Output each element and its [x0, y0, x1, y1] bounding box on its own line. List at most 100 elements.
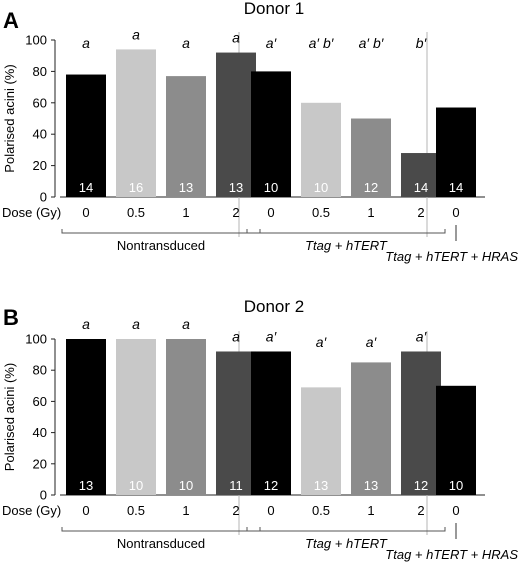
bar [66, 74, 106, 197]
dose-tick-label: 0 [452, 503, 459, 518]
significance-label: a [132, 26, 140, 42]
bar [351, 362, 391, 495]
bar [216, 52, 256, 198]
bar [251, 71, 291, 197]
significance-label: a′ [366, 334, 378, 350]
significance-label: a [232, 30, 240, 46]
group-label: Nontransduced [117, 536, 205, 551]
dose-tick-label: 0.5 [127, 205, 145, 220]
significance-label: a [232, 328, 240, 344]
dose-tick-label: 1 [182, 205, 189, 220]
group-label: Ttag + hTERT [305, 536, 388, 551]
group-bracket [246, 527, 446, 532]
bar-n-label: 10 [129, 478, 143, 493]
bar-n-label: 10 [264, 180, 278, 195]
dose-tick-label: 0 [452, 205, 459, 220]
panel-letter: B [3, 305, 19, 330]
dose-tick-label: 1 [182, 503, 189, 518]
y-tick-label: 80 [33, 64, 47, 79]
significance-label: a′ [416, 328, 428, 344]
dose-tick-label: 0 [267, 503, 274, 518]
bar-n-label: 12 [414, 478, 428, 493]
group-label: Nontransduced [117, 238, 205, 253]
bar [436, 385, 476, 495]
dose-tick-label: 1 [367, 205, 374, 220]
y-tick-label: 100 [25, 332, 47, 347]
chart-title: Donor 1 [244, 0, 304, 18]
significance-label: a [82, 35, 90, 51]
significance-label: a′ [316, 334, 328, 350]
bar [66, 339, 106, 495]
y-axis-label: Polarised acini (%) [2, 64, 17, 172]
significance-label: b′ [416, 35, 428, 51]
y-tick-label: 0 [40, 488, 47, 503]
bar [401, 351, 441, 495]
bar [251, 351, 291, 495]
y-tick-label: 80 [33, 363, 47, 378]
significance-label: a [182, 316, 190, 332]
dose-tick-label: 0.5 [312, 503, 330, 518]
significance-label: a [182, 35, 190, 51]
bar [301, 387, 341, 495]
bar [116, 49, 156, 197]
x-axis-label: Dose (Gy) [2, 205, 61, 220]
x-axis-label: Dose (Gy) [2, 503, 61, 518]
dose-tick-label: 2 [417, 205, 424, 220]
dose-tick-label: 0 [267, 205, 274, 220]
dose-tick-label: 0 [82, 205, 89, 220]
y-tick-label: 40 [33, 127, 47, 142]
significance-label: a′ b′ [309, 35, 335, 51]
y-tick-label: 0 [40, 190, 47, 205]
dose-tick-label: 1 [367, 503, 374, 518]
group-bracket [246, 229, 446, 234]
significance-label: a [82, 316, 90, 332]
significance-label: a′ [266, 328, 278, 344]
bar-n-label: 13 [79, 478, 93, 493]
bar-n-label: 13 [229, 180, 243, 195]
bar [166, 339, 206, 495]
bar-n-label: 10 [449, 478, 463, 493]
bar-n-label: 10 [314, 180, 328, 195]
bar [401, 153, 441, 197]
y-tick-label: 20 [33, 456, 47, 471]
bar [216, 351, 256, 495]
dose-tick-label: 2 [232, 503, 239, 518]
chart-title: Donor 2 [244, 297, 304, 316]
bar [166, 76, 206, 197]
bar-n-label: 12 [264, 478, 278, 493]
significance-label: a′ b′ [359, 35, 385, 51]
dose-tick-label: 2 [232, 205, 239, 220]
group-label: Ttag + hTERT + HRAS [385, 547, 518, 562]
bar [301, 102, 341, 197]
y-tick-label: 40 [33, 425, 47, 440]
y-tick-label: 100 [25, 33, 47, 48]
bar-n-label: 13 [314, 478, 328, 493]
bar [351, 118, 391, 197]
group-label: Ttag + hTERT [305, 238, 388, 253]
bar-n-label: 14 [79, 180, 93, 195]
panel-letter: A [3, 8, 19, 33]
bar-n-label: 14 [414, 180, 428, 195]
bar-n-label: 14 [449, 180, 463, 195]
bar-n-label: 16 [129, 180, 143, 195]
dose-tick-label: 0.5 [127, 503, 145, 518]
y-tick-label: 60 [33, 95, 47, 110]
bar-n-label: 12 [364, 180, 378, 195]
bar-n-label: 13 [364, 478, 378, 493]
group-label: Ttag + hTERT + HRAS [385, 249, 518, 264]
y-tick-label: 20 [33, 158, 47, 173]
bar-n-label: 11 [229, 478, 243, 493]
dose-tick-label: 0.5 [312, 205, 330, 220]
bar [116, 339, 156, 495]
y-tick-label: 60 [33, 394, 47, 409]
dose-tick-label: 0 [82, 503, 89, 518]
dose-tick-label: 2 [417, 503, 424, 518]
bar-n-label: 13 [179, 180, 193, 195]
significance-label: a′ [266, 35, 278, 51]
group-bracket [61, 229, 261, 234]
bar [436, 107, 476, 197]
y-axis-label: Polarised acini (%) [2, 363, 17, 471]
